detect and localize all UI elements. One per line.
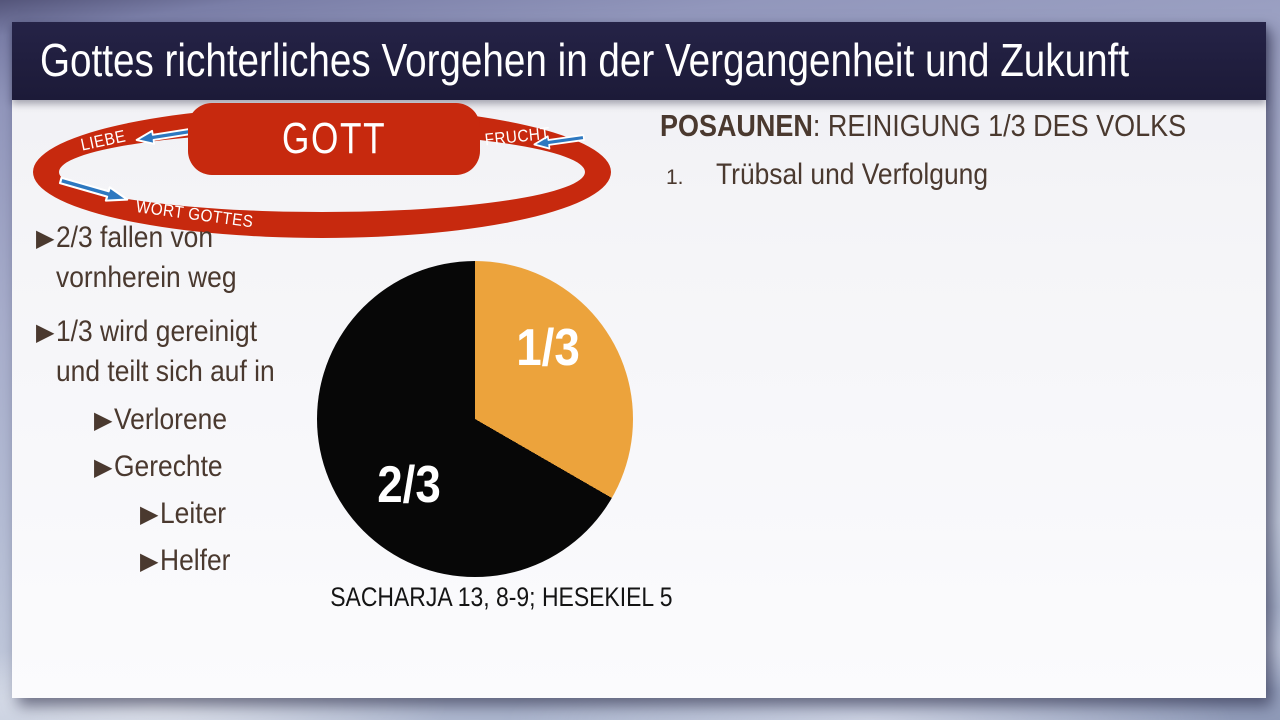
list-item: ▶ Leiter [140,494,236,534]
wort-gottes-arrow-right-icon [57,171,131,208]
list-item: ▶ Gerechte [94,447,238,487]
list-item: ▶ 1/3 wird gereinigt und teilt sich auf … [36,312,305,392]
triangle-bullet-icon: ▶ [140,500,159,528]
posaunen-heading-rest: : REINIGUNG 1/3 DES VOLKS [812,108,1187,143]
list-item: ▶ 2/3 fallen von vornherein weg [36,218,262,298]
numbered-item-number: 1. [666,166,684,189]
bible-reference-caption: SACHARJA 13, 8-9; HESEKIEL 5 [330,582,673,612]
pie-slice-label-one-third: 1/3 [516,319,580,377]
pie-chart [317,261,633,577]
list-item: ▶ Helfer [140,541,241,581]
triangle-bullet-icon: ▶ [94,453,113,481]
slide-header: Gottes richterliches Vorgehen in der Ver… [12,22,1266,100]
triangle-bullet-icon: ▶ [36,318,55,346]
slide-card: Gottes richterliches Vorgehen in der Ver… [12,22,1266,698]
triangle-bullet-icon: ▶ [140,547,159,575]
gott-node: GOTT [188,103,480,175]
page-title: Gottes richterliches Vorgehen in der Ver… [40,34,1130,86]
posaunen-heading-bold: POSAUNEN [660,108,813,143]
list-item: ▶ Verlorene [94,400,243,440]
numbered-item-text: Trübsal und Verfolgung [716,158,989,191]
pie-slice-label-two-thirds: 2/3 [377,456,441,514]
frucht-arrow-left-icon [532,129,586,152]
posaunen-heading: POSAUNEN: REINIGUNG 1/3 DES VOLKS [660,108,1265,144]
triangle-bullet-icon: ▶ [36,224,55,252]
gott-label: GOTT [281,114,387,163]
triangle-bullet-icon: ▶ [94,406,113,434]
